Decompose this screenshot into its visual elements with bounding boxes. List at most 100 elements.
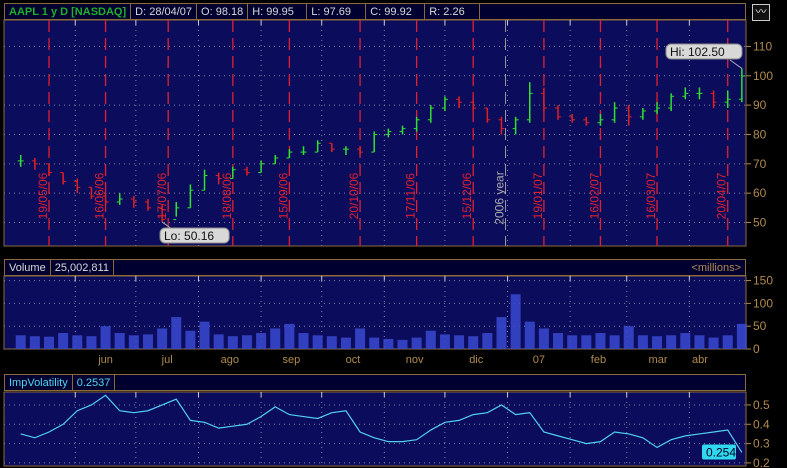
month-label: dic xyxy=(469,354,484,366)
volume-bar xyxy=(722,335,733,349)
volume-bar xyxy=(652,336,663,349)
price-bar xyxy=(144,199,151,211)
price-bar xyxy=(201,169,208,191)
high-annotation: Hi: 102.50 xyxy=(670,45,725,59)
price-bar xyxy=(300,146,307,156)
month-label: ago xyxy=(221,354,239,366)
volume-label: Volume xyxy=(5,260,51,275)
volume-bar xyxy=(340,337,351,349)
volume-plot-area xyxy=(3,275,747,350)
volume-bar xyxy=(567,335,578,349)
iv-line xyxy=(20,394,743,453)
volume-unit: <millions> xyxy=(691,262,741,274)
date-marker-label: 19/05/06 xyxy=(36,172,50,219)
high-annotation-box xyxy=(665,43,743,60)
symbol-title[interactable]: AAPL 1 y D [NASDAQ] xyxy=(5,4,132,19)
volume-bar xyxy=(510,294,521,349)
price-bar xyxy=(328,142,335,153)
volume-bar xyxy=(680,333,691,349)
price-bar xyxy=(116,193,123,205)
price-bar xyxy=(470,99,477,111)
y-tick-label: 90 xyxy=(753,98,767,112)
volume-bar xyxy=(439,334,450,349)
price-bar xyxy=(130,196,137,208)
price-bar xyxy=(371,131,378,153)
volume-bar xyxy=(369,337,380,349)
price-bar xyxy=(484,107,491,123)
year-marker-label: 2006 year xyxy=(493,171,507,224)
month-label: jul xyxy=(161,354,173,366)
low-annotation-box xyxy=(159,227,230,244)
iv-value: 0.2537 xyxy=(73,375,116,390)
volume-bar xyxy=(157,328,168,349)
volume-bar xyxy=(58,333,69,349)
date-marker-label: 16/06/06 xyxy=(93,172,107,219)
price-bar xyxy=(540,87,547,111)
volume-bar xyxy=(355,328,366,349)
price-bar xyxy=(215,172,222,185)
month-label: feb xyxy=(591,354,606,366)
volume-bar xyxy=(241,335,252,349)
date-marker-label: 17/11/06 xyxy=(404,173,418,219)
volume-bar xyxy=(100,326,111,349)
volume-bar xyxy=(482,333,493,349)
iv-plot-area xyxy=(3,391,747,467)
month-label: mar xyxy=(649,354,668,366)
y-tick-label: 70 xyxy=(753,157,767,171)
price-bar xyxy=(46,163,52,176)
price-bar xyxy=(625,105,632,126)
volume-bar xyxy=(72,335,83,349)
iv-last-badge xyxy=(702,444,736,460)
month-label: nov xyxy=(406,354,424,366)
date-marker-label: 20/04/07 xyxy=(715,172,729,219)
price-bar xyxy=(74,178,81,194)
volume-bar xyxy=(213,334,224,349)
volume-bar xyxy=(44,336,54,349)
volume-bar xyxy=(468,336,479,349)
low-readout: L: 97.69 xyxy=(307,4,367,19)
chart-style-button[interactable]: 〰 xyxy=(752,4,770,21)
price-bar xyxy=(654,102,661,114)
volume-bar xyxy=(86,336,97,349)
y-tick-label: 50 xyxy=(753,216,767,230)
date-marker-label: 20/10/06 xyxy=(347,172,361,219)
volume-bar xyxy=(256,333,267,349)
volume-bar xyxy=(312,335,323,349)
volume-bar xyxy=(411,337,422,349)
y-tick-label: 50 xyxy=(753,319,767,333)
price-bar xyxy=(60,172,67,185)
y-tick-label: 0.5 xyxy=(753,398,770,412)
range-readout: R: 2.26 xyxy=(425,4,481,19)
iv-last-value: 0.254 xyxy=(706,445,736,459)
price-bar xyxy=(456,96,463,109)
price-bar xyxy=(357,146,364,156)
price-bar xyxy=(639,108,646,120)
month-label: jun xyxy=(97,354,113,366)
y-tick-label: 0 xyxy=(753,342,760,356)
y-tick-label: 100 xyxy=(753,69,773,83)
price-bar xyxy=(738,68,745,103)
volume-bar xyxy=(284,323,295,349)
volume-bar xyxy=(637,335,648,349)
volume-bar xyxy=(553,333,564,349)
volume-bar xyxy=(270,328,281,349)
y-tick-label: 110 xyxy=(753,39,772,53)
price-bar xyxy=(243,166,250,176)
volume-bar xyxy=(524,321,535,349)
quote-header: AAPL 1 y D [NASDAQ] D: 28/04/07 O: 98.18… xyxy=(4,3,746,20)
month-label: oct xyxy=(346,354,361,366)
price-bar xyxy=(272,155,279,165)
y-tick-label: 60 xyxy=(753,186,767,200)
price-bar xyxy=(696,87,703,100)
date-marker-label: 15/09/06 xyxy=(276,172,290,219)
month-label: 07 xyxy=(533,354,545,366)
price-bar xyxy=(385,128,392,138)
price-bar xyxy=(710,90,717,109)
price-bar xyxy=(187,184,194,209)
volume-bar xyxy=(171,317,182,349)
iv-header: ImpVolatility 0.2537 xyxy=(4,374,746,391)
price-bar xyxy=(427,105,434,123)
price-bar xyxy=(342,146,349,156)
price-bar xyxy=(724,90,731,109)
